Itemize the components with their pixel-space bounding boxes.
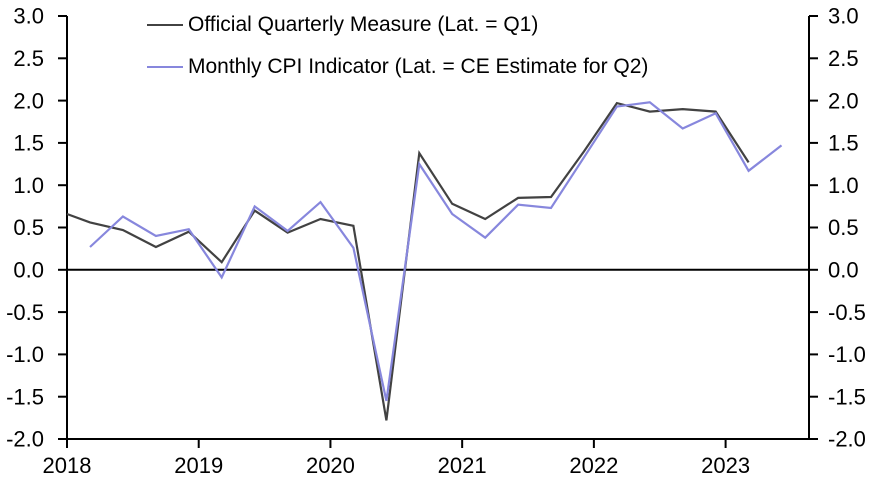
y-tick-label-left: 3.0 bbox=[13, 4, 44, 29]
legend-item-official-quarterly-measure: Official Quarterly Measure (Lat. = Q1) bbox=[147, 13, 538, 37]
y-tick-label-left: 2.5 bbox=[13, 46, 44, 71]
x-tick-label: 2021 bbox=[438, 453, 487, 478]
x-tick-label: 2022 bbox=[569, 453, 618, 478]
y-tick-label-right: -1.5 bbox=[828, 384, 866, 409]
y-tick-label-right: 2.0 bbox=[828, 88, 859, 113]
y-tick-label-right: 0.0 bbox=[828, 258, 859, 283]
y-tick-label-left: -0.5 bbox=[6, 300, 44, 325]
x-tick-label: 2018 bbox=[43, 453, 92, 478]
y-tick-label-left: -1.0 bbox=[6, 342, 44, 367]
y-tick-label-left: 2.0 bbox=[13, 88, 44, 113]
axis-spines bbox=[66, 16, 810, 440]
y-tick-label-right: 1.0 bbox=[828, 173, 859, 198]
legend-label-official: Official Quarterly Measure (Lat. = Q1) bbox=[188, 13, 539, 36]
x-tick-label: 2019 bbox=[174, 453, 223, 478]
y-tick-label-right: -2.0 bbox=[828, 427, 866, 452]
legend-line-swatch-monthly bbox=[147, 65, 183, 69]
x-tick-label: 2023 bbox=[701, 453, 750, 478]
y-tick-label-left: -1.5 bbox=[6, 384, 44, 409]
legend-label-monthly: Monthly CPI Indicator (Lat. = CE Estimat… bbox=[188, 55, 649, 78]
y-tick-label-left: -2.0 bbox=[6, 427, 44, 452]
y-tick-label-right: -1.0 bbox=[828, 342, 866, 367]
y-tick-label-right: 2.5 bbox=[828, 46, 859, 71]
y-tick-label-left: 1.5 bbox=[13, 131, 44, 156]
legend-item-monthly-cpi-indicator: Monthly CPI Indicator (Lat. = CE Estimat… bbox=[147, 55, 648, 79]
y-tick-label-left: 0.5 bbox=[13, 215, 44, 240]
series-line-0 bbox=[66, 101, 750, 421]
y-tick-label-right: 0.5 bbox=[828, 215, 859, 240]
legend-line-swatch-official bbox=[147, 23, 183, 27]
series-line-1 bbox=[89, 101, 783, 402]
y-tick-label-left: 0.0 bbox=[13, 258, 44, 283]
x-tick-label: 2020 bbox=[306, 453, 355, 478]
y-tick-label-right: 1.5 bbox=[828, 131, 859, 156]
y-tick-label-right: -0.5 bbox=[828, 300, 866, 325]
y-tick-label-right: 3.0 bbox=[828, 4, 859, 29]
y-tick-label-left: 1.0 bbox=[13, 173, 44, 198]
